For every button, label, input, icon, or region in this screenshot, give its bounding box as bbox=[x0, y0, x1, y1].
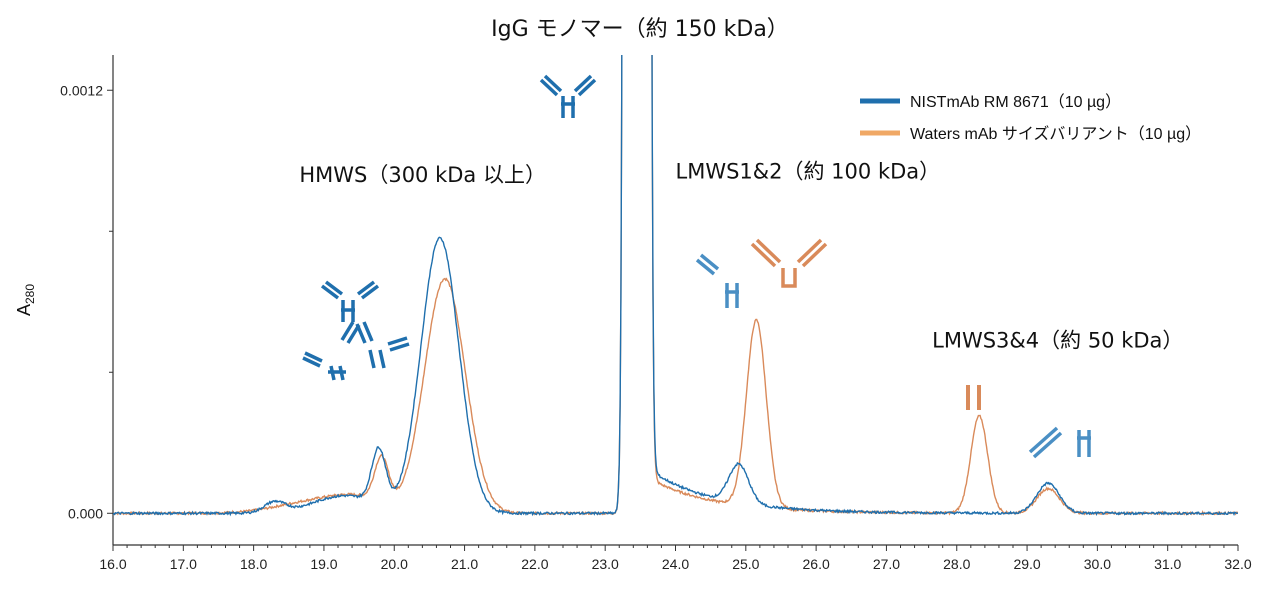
lmws12-blue-icon bbox=[695, 253, 739, 308]
x-tick-label: 19.0 bbox=[310, 556, 337, 572]
y-tick-label: 0.000 bbox=[68, 505, 103, 521]
x-tick-label: 31.0 bbox=[1154, 556, 1181, 572]
x-tick-label: 16.0 bbox=[99, 556, 126, 572]
x-tick-label: 23.0 bbox=[592, 556, 619, 572]
y-tick-label: 0.0012 bbox=[60, 82, 103, 98]
annotation-label: LMWS3&4（約 50 kDa） bbox=[932, 329, 1183, 353]
y-axis-label-main: A bbox=[14, 304, 34, 316]
x-tick-label: 22.0 bbox=[521, 556, 548, 572]
x-tick-label: 21.0 bbox=[451, 556, 478, 572]
antibody-aggregate-icon bbox=[302, 280, 410, 381]
legend-label-waters: Waters mAb サイズバリアント（10 µg） bbox=[910, 125, 1201, 143]
lmws34-blue-icon bbox=[1028, 426, 1091, 459]
x-tick-label: 25.0 bbox=[732, 556, 759, 572]
x-tick-label: 24.0 bbox=[662, 556, 689, 572]
annotation-label: LMWS1&2（約 100 kDa） bbox=[676, 159, 941, 183]
y-axis-label-sub: 280 bbox=[23, 284, 37, 304]
annotations: HMWS（300 kDa 以上） LMWS1&2（約 100 kDa） LMWS3&… bbox=[299, 159, 1183, 352]
x-ticks: 16.0 17.0 18.0 19.0 20.0 21.0 22.0 23.0 24.0 25.0… bbox=[99, 545, 1252, 572]
x-tick-label: 17.0 bbox=[170, 556, 197, 572]
y-axis-label: A280 bbox=[14, 284, 37, 316]
chart-title: IgG モノマー（約 150 kDa） bbox=[491, 17, 789, 42]
annotation-label: HMWS（300 kDa 以上） bbox=[299, 163, 546, 187]
antibody-monomer-icon bbox=[539, 74, 597, 118]
x-tick-label: 28.0 bbox=[943, 556, 970, 572]
x-tick-label: 26.0 bbox=[803, 556, 830, 572]
x-tick-label: 27.0 bbox=[873, 556, 900, 572]
series-line-waters bbox=[113, 55, 1238, 517]
x-tick-label: 18.0 bbox=[240, 556, 267, 572]
x-tick-label: 30.0 bbox=[1084, 556, 1111, 572]
legend-label-nist: NISTmAb RM 8671（10 µg） bbox=[910, 93, 1121, 111]
x-tick-label: 20.0 bbox=[381, 556, 408, 572]
x-tick-label: 32.0 bbox=[1224, 556, 1251, 572]
y-ticks: 0.000 0.0012 bbox=[60, 82, 113, 521]
lmws12-orange-icon bbox=[750, 238, 828, 288]
lmws34-orange-icon bbox=[966, 385, 981, 410]
legend: NISTmAb RM 8671（10 µg） Waters mAb サイズバリア… bbox=[860, 93, 1201, 143]
series-line-nist bbox=[113, 55, 1238, 517]
x-tick-label: 29.0 bbox=[1013, 556, 1040, 572]
series-layer bbox=[113, 55, 1238, 517]
